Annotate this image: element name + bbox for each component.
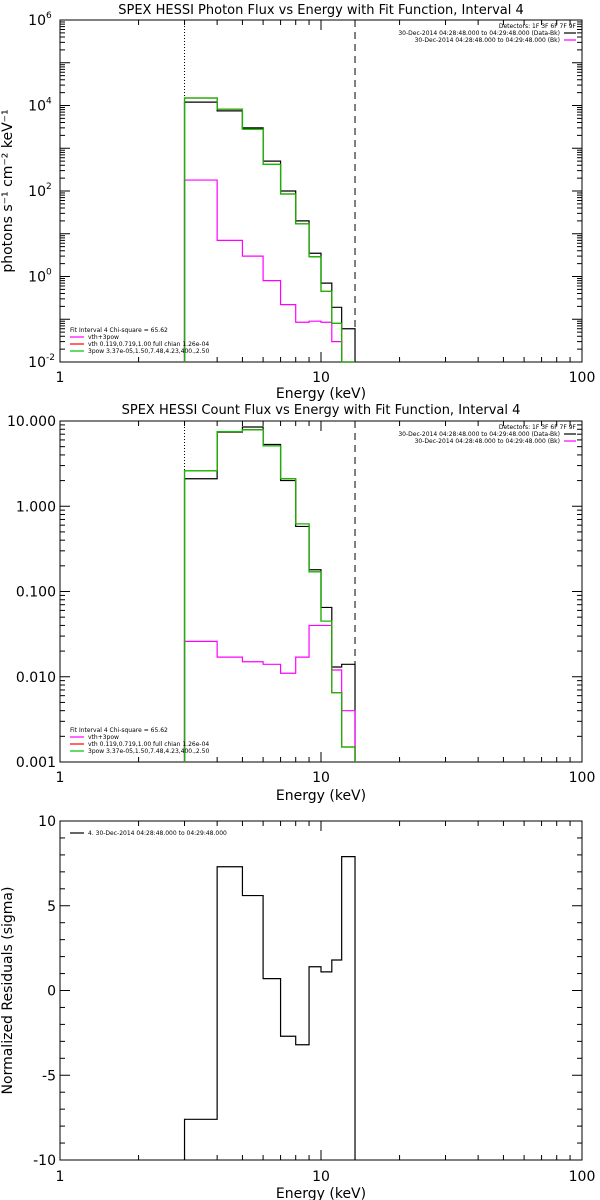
legend-left: 4. 30-Dec-2014 04:28:48.000 to 04:29:48.… (70, 830, 227, 837)
y-tick-label: 10 (28, 13, 46, 29)
x-tick-label: 1 (56, 370, 65, 386)
chart-panel-1: SPEX HESSI Photon Flux vs Energy with Fi… (0, 3, 595, 402)
legend-left: Fit Interval 4 Chi-square = 65.62vth+3po… (70, 727, 209, 755)
x-tick-label: 10 (312, 770, 330, 786)
chart-title: SPEX HESSI Count Flux vs Energy with Fit… (122, 403, 521, 418)
legend-entry: vth+3pow (88, 334, 119, 341)
series-data-step (183, 426, 356, 762)
y-tick-label: 5 (47, 899, 56, 915)
y-tick-exponent: 0 (46, 268, 52, 278)
plot-frame (59, 19, 583, 363)
series-data-step (183, 101, 356, 362)
series-data-step (183, 855, 356, 1160)
y-tick-label: 10 (38, 814, 56, 830)
series-3pow-step (183, 429, 356, 762)
y-tick-exponent: 4 (46, 97, 52, 107)
legend-entry: 30-Dec-2014 04:28:48.000 to 04:29:48.000… (415, 37, 560, 44)
series-vth-3pow-step (183, 179, 356, 363)
legend-header: Detectors: 1F 3F 6F 7F 9F (499, 424, 577, 431)
legend-entry: 30-Dec-2014 04:28:48.000 to 04:29:48.000… (415, 438, 560, 445)
legend-entry: 3pow 3.37e-05,1.50,7.48,4.23,400.,2.50 (88, 348, 209, 355)
series-vth-3pow-step (183, 624, 356, 762)
y-tick-label: 10 (28, 99, 46, 115)
legend-entry: vth 0.119,0.719,1.00 full chian 1.26e-04 (88, 741, 209, 748)
y-tick-exponent: -2 (46, 353, 55, 363)
y-tick-label: -5 (42, 1068, 56, 1084)
y-tick-label: 10 (28, 270, 46, 286)
y-tick-exponent: 6 (46, 11, 52, 21)
series-3pow-step (183, 97, 356, 363)
x-tick-label: 10 (312, 370, 330, 386)
y-tick-label: 0.010 (16, 670, 56, 686)
legend-entry: 30-Dec-2014 04:28:48.000 to 04:29:48.000… (398, 431, 560, 438)
x-tick-label: 1 (56, 1169, 65, 1185)
x-tick-label: 100 (569, 1169, 596, 1185)
legend-header: Fit Interval 4 Chi-square = 65.62 (70, 727, 168, 734)
x-tick-label: 10 (312, 1169, 330, 1185)
x-tick-label: 100 (569, 370, 596, 386)
y-tick-label: 1.000 (16, 499, 56, 515)
y-tick-label: 10 (28, 355, 46, 371)
x-axis-label: Energy (keV) (276, 1186, 366, 1200)
series-vth-step (183, 429, 356, 762)
y-tick-exponent: 2 (46, 182, 52, 192)
plot-frame (59, 820, 583, 1161)
y-tick-label: 0.100 (16, 585, 56, 601)
x-tick-label: 1 (56, 770, 65, 786)
chart-panel-2: SPEX HESSI Count Flux vs Energy with Fit… (7, 403, 595, 804)
x-axis-label: Energy (keV) (276, 788, 366, 804)
legend-entry: 30-Dec-2014 04:28:48.000 to 04:29:48.000… (398, 30, 560, 37)
x-axis-label: Energy (keV) (276, 386, 366, 402)
y-tick-label: -10 (33, 1153, 56, 1169)
y-tick-label: 0.001 (16, 755, 56, 771)
y-tick-label: 10 (28, 184, 46, 200)
legend-header: Fit Interval 4 Chi-square = 65.62 (70, 327, 168, 334)
legend-entry: vth+3pow (88, 734, 119, 741)
legend-entry: 4. 30-Dec-2014 04:28:48.000 to 04:29:48.… (88, 830, 227, 837)
legend-entry: 3pow 3.37e-05,1.50,7.48,4.23,400.,2.50 (88, 748, 209, 755)
legend-left: Fit Interval 4 Chi-square = 65.62vth+3po… (70, 327, 209, 355)
y-tick-label: 10.000 (7, 414, 56, 430)
y-axis-label: photons s⁻¹ cm⁻² keV⁻¹ (0, 109, 16, 272)
y-tick-label: 0 (47, 984, 56, 1000)
y-axis-label: Normalized Residuals (sigma) (0, 887, 16, 1095)
x-tick-label: 100 (569, 770, 596, 786)
legend-header: Detectors: 1F 3F 6F 7F 9F (499, 23, 577, 30)
legend-entry: vth 0.119,0.719,1.00 full chian 1.26e-04 (88, 341, 209, 348)
chart-title: SPEX HESSI Photon Flux vs Energy with Fi… (118, 3, 524, 18)
